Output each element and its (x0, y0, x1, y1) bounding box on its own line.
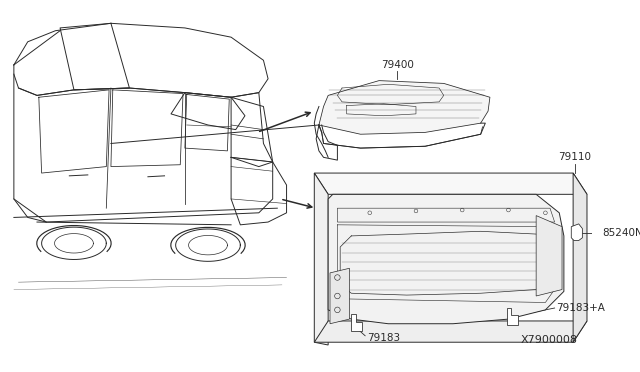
Text: 79183: 79183 (367, 333, 400, 343)
Text: 85240N: 85240N (603, 228, 640, 238)
Text: X7900008: X7900008 (521, 335, 578, 345)
Polygon shape (573, 173, 587, 342)
Polygon shape (572, 224, 582, 241)
Polygon shape (328, 194, 564, 324)
Text: 79183+A: 79183+A (557, 303, 605, 313)
Polygon shape (314, 173, 587, 194)
Polygon shape (319, 81, 490, 134)
Polygon shape (314, 321, 587, 342)
Polygon shape (330, 268, 349, 324)
Polygon shape (507, 308, 518, 325)
Text: 79400: 79400 (381, 60, 414, 70)
Polygon shape (536, 216, 562, 296)
Polygon shape (351, 314, 362, 331)
Polygon shape (314, 173, 328, 345)
Text: 79110: 79110 (559, 152, 591, 162)
